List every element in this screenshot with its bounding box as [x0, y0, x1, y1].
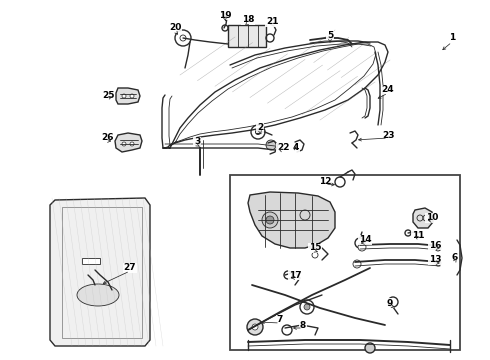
- Text: 24: 24: [382, 85, 394, 94]
- Polygon shape: [248, 192, 335, 248]
- Ellipse shape: [77, 284, 119, 306]
- Text: 9: 9: [387, 298, 393, 307]
- Circle shape: [122, 94, 126, 98]
- Text: 15: 15: [309, 243, 321, 252]
- Circle shape: [266, 140, 276, 150]
- Circle shape: [247, 319, 263, 335]
- Text: 12: 12: [319, 176, 331, 185]
- Text: 8: 8: [300, 320, 306, 329]
- Text: 14: 14: [359, 235, 371, 244]
- Circle shape: [130, 94, 134, 98]
- Text: 25: 25: [102, 90, 114, 99]
- Circle shape: [266, 216, 274, 224]
- Text: 5: 5: [327, 31, 333, 40]
- Polygon shape: [115, 133, 142, 152]
- Polygon shape: [116, 88, 140, 104]
- Circle shape: [353, 260, 361, 268]
- Circle shape: [255, 129, 261, 135]
- Circle shape: [122, 142, 126, 146]
- Circle shape: [435, 260, 441, 266]
- Text: 6: 6: [452, 253, 458, 262]
- Circle shape: [300, 300, 314, 314]
- Circle shape: [304, 304, 310, 310]
- Text: 17: 17: [289, 270, 301, 279]
- Polygon shape: [413, 208, 433, 228]
- Bar: [230, 175, 460, 350]
- Circle shape: [435, 245, 441, 251]
- Text: 16: 16: [429, 240, 441, 249]
- Text: 10: 10: [426, 213, 438, 222]
- Circle shape: [358, 243, 366, 251]
- Polygon shape: [50, 198, 150, 346]
- Circle shape: [365, 343, 375, 353]
- Text: 22: 22: [277, 144, 289, 153]
- Text: 23: 23: [382, 130, 394, 139]
- Text: 3: 3: [194, 138, 200, 147]
- Text: 21: 21: [266, 18, 278, 27]
- Text: 7: 7: [277, 315, 283, 324]
- Bar: [82, 258, 100, 264]
- Text: 4: 4: [293, 144, 299, 153]
- Text: 26: 26: [101, 134, 113, 143]
- Bar: [228, 25, 266, 47]
- Circle shape: [252, 324, 258, 330]
- Text: 11: 11: [412, 230, 424, 239]
- Text: 27: 27: [123, 264, 136, 273]
- Text: 1: 1: [449, 33, 455, 42]
- Circle shape: [262, 212, 278, 228]
- Text: 18: 18: [242, 15, 254, 24]
- Text: 20: 20: [169, 23, 181, 32]
- Circle shape: [130, 142, 134, 146]
- Text: 13: 13: [429, 256, 441, 265]
- Text: 2: 2: [257, 123, 263, 132]
- Text: 19: 19: [219, 10, 231, 19]
